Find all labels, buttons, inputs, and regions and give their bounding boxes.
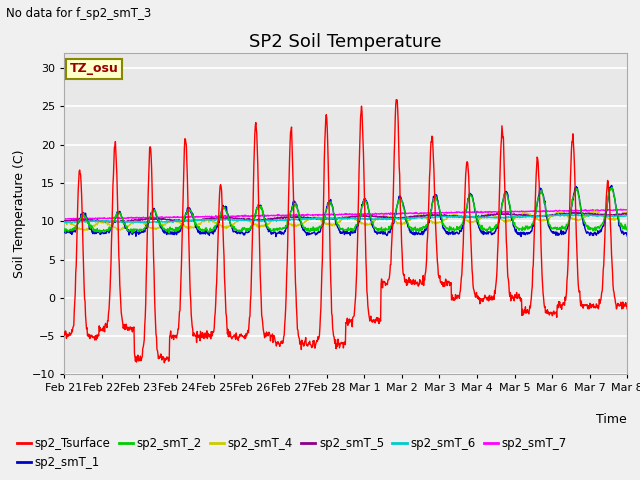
Y-axis label: Soil Temperature (C): Soil Temperature (C)	[13, 149, 26, 278]
Legend: sp2_Tsurface, sp2_smT_1, sp2_smT_2, sp2_smT_4, sp2_smT_5, sp2_smT_6, sp2_smT_7: sp2_Tsurface, sp2_smT_1, sp2_smT_2, sp2_…	[12, 433, 572, 474]
Text: Time: Time	[596, 413, 627, 426]
Text: No data for f_sp2_smT_3: No data for f_sp2_smT_3	[6, 7, 152, 20]
Title: SP2 Soil Temperature: SP2 Soil Temperature	[250, 33, 442, 51]
Text: TZ_osu: TZ_osu	[70, 62, 118, 75]
